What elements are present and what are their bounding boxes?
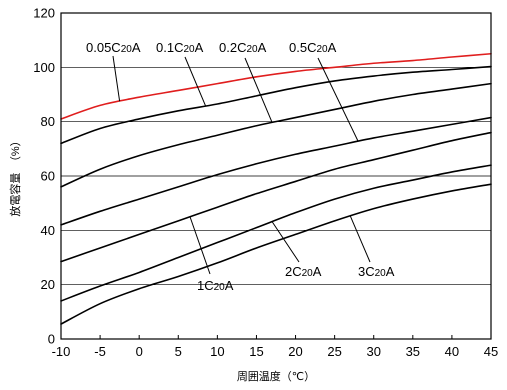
y-tick-label: 0 xyxy=(48,332,55,347)
series-label-sub: 20 xyxy=(183,44,195,55)
series-label-main: 0.2C xyxy=(219,40,246,55)
series-label-tail: A xyxy=(313,264,322,279)
x-tick-label: 15 xyxy=(249,344,263,359)
leader-line xyxy=(189,216,211,275)
x-tick-label: 20 xyxy=(288,344,302,359)
series-label-tail: A xyxy=(386,264,395,279)
y-tick-label: 40 xyxy=(41,223,55,238)
series-label-sub: 20 xyxy=(302,268,314,279)
series-label-main: 2C xyxy=(285,264,302,279)
series-label-sub: 20 xyxy=(375,268,387,279)
x-tick-label: 45 xyxy=(484,344,498,359)
series-label-tail: A xyxy=(195,40,204,55)
leader-line xyxy=(184,56,207,107)
x-tick-label: 40 xyxy=(445,344,459,359)
series-label-tail: A xyxy=(225,278,234,293)
x-tick-label: -5 xyxy=(94,344,106,359)
series-label-main: 0.1C xyxy=(156,40,183,55)
leader-line xyxy=(112,55,121,102)
series-label-tail: A xyxy=(328,40,337,55)
leader-line xyxy=(271,221,300,263)
series-label-sub: 20 xyxy=(214,282,226,293)
leader-line xyxy=(244,57,273,123)
series-line-2C20A xyxy=(60,164,492,302)
series-line-0-05C20A xyxy=(60,52,492,120)
series-label: 3C20A xyxy=(358,264,395,279)
series-line-0-1C20A xyxy=(60,65,492,145)
series-label: 0.2C20A xyxy=(219,40,267,55)
x-tick-label: 0 xyxy=(136,344,143,359)
x-tick-label: 35 xyxy=(406,344,420,359)
series-label: 1C20A xyxy=(197,278,234,293)
series-label-sub: 20 xyxy=(121,44,133,55)
series-label-tail: A xyxy=(258,40,267,55)
x-axis-title: 周囲温度（℃） xyxy=(237,369,315,383)
series-layer xyxy=(60,52,492,325)
y-tick-label: 100 xyxy=(33,60,55,75)
series-line-0-5C20A xyxy=(60,116,492,226)
leader-line xyxy=(349,215,371,263)
series-label-main: 3C xyxy=(358,264,375,279)
series-label-main: 0.5C xyxy=(289,40,316,55)
tick-layer: 0 20 40 60 80 100 120 -10 -5 0 5 10 15 20 25 30 35 40 45 xyxy=(33,6,498,360)
series-label-main: 1C xyxy=(197,278,214,293)
plot-frame xyxy=(60,12,492,340)
series-label-sub: 20 xyxy=(246,44,258,55)
series-label: 0.05C20A xyxy=(86,40,141,55)
x-tick-label: 30 xyxy=(366,344,380,359)
y-tick-label: 80 xyxy=(41,114,55,129)
series-label: 0.1C20A xyxy=(156,40,204,55)
leader-line xyxy=(317,57,359,142)
y-tick-label: 120 xyxy=(33,6,55,21)
series-label-main: 0.05C xyxy=(86,40,121,55)
series-label-sub: 20 xyxy=(316,44,328,55)
leader-layer xyxy=(112,55,371,275)
y-axis-title: 放電容量 （%） xyxy=(8,135,22,216)
x-tick-label: 5 xyxy=(175,344,182,359)
series-line-3C20A xyxy=(60,183,492,325)
series-line-1C20A xyxy=(60,131,492,263)
series-line-0-2C20A xyxy=(60,82,492,188)
series-label-tail: A xyxy=(132,40,141,55)
y-tick-label: 20 xyxy=(41,277,55,292)
x-tick-label: 10 xyxy=(210,344,224,359)
series-label: 2C20A xyxy=(285,264,322,279)
grid-layer xyxy=(61,66,491,286)
x-tick-label: 25 xyxy=(327,344,341,359)
y-tick-label: 60 xyxy=(41,169,55,184)
series-label: 0.5C20A xyxy=(289,40,337,55)
x-tick-label: -10 xyxy=(52,344,71,359)
